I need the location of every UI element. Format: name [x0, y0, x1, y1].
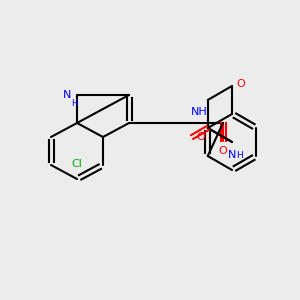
- Text: H: H: [72, 98, 78, 107]
- Text: O: O: [219, 146, 227, 156]
- Text: Cl: Cl: [72, 159, 83, 169]
- Text: NH: NH: [190, 107, 207, 117]
- Text: O: O: [196, 132, 205, 142]
- Text: H: H: [237, 151, 243, 160]
- Text: O: O: [236, 79, 245, 89]
- Text: N: N: [63, 90, 71, 100]
- Text: N: N: [228, 150, 236, 160]
